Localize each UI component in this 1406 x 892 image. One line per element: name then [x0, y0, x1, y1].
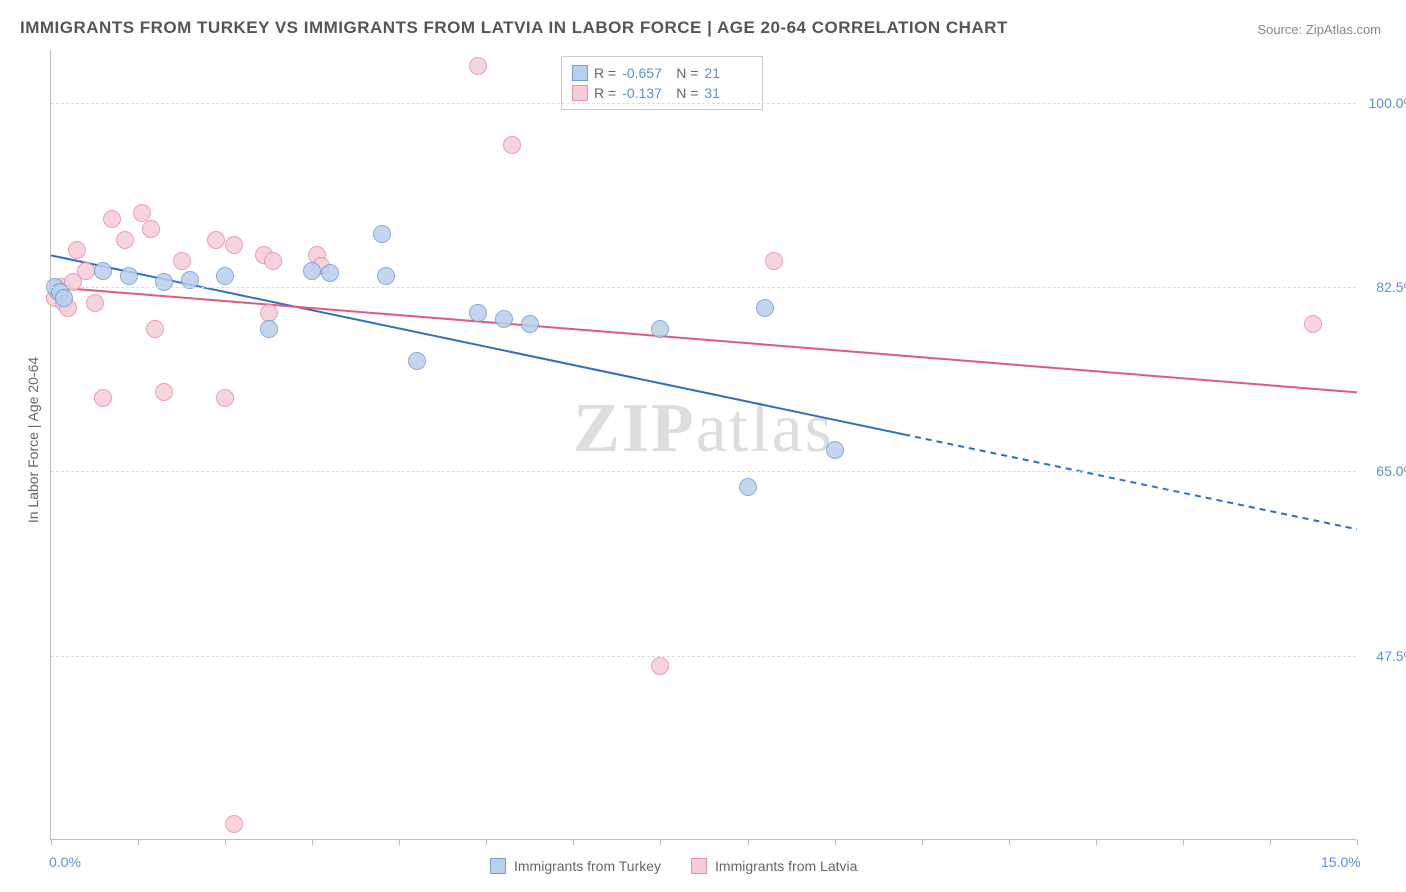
- data-point: [264, 252, 282, 270]
- source-attribution: Source: ZipAtlas.com: [1257, 22, 1381, 37]
- data-point: [94, 389, 112, 407]
- gridline: [51, 103, 1356, 104]
- x-tick: [51, 839, 52, 845]
- data-point: [503, 136, 521, 154]
- plot-area: ZIPatlas R = -0.657 N = 21 R = -0.137 N …: [50, 50, 1356, 840]
- data-point: [155, 273, 173, 291]
- x-tick: [312, 839, 313, 845]
- data-point: [216, 389, 234, 407]
- data-point: [155, 383, 173, 401]
- series-legend: Immigrants from Turkey Immigrants from L…: [490, 858, 857, 874]
- swatch-latvia: [572, 85, 588, 101]
- data-point: [739, 478, 757, 496]
- swatch-latvia-icon: [691, 858, 707, 874]
- data-point: [116, 231, 134, 249]
- data-point: [765, 252, 783, 270]
- x-tick-label: 0.0%: [49, 854, 81, 870]
- n-value-latvia: 31: [704, 85, 752, 101]
- data-point: [469, 304, 487, 322]
- data-point: [1304, 315, 1322, 333]
- legend-label-turkey: Immigrants from Turkey: [514, 858, 661, 874]
- data-point: [142, 220, 160, 238]
- r-value-latvia: -0.137: [622, 85, 670, 101]
- y-tick-label: 65.0%: [1376, 463, 1406, 479]
- data-point: [408, 352, 426, 370]
- x-tick: [486, 839, 487, 845]
- swatch-turkey: [572, 65, 588, 81]
- x-tick: [225, 839, 226, 845]
- data-point: [94, 262, 112, 280]
- chart-container: IMMIGRANTS FROM TURKEY VS IMMIGRANTS FRO…: [0, 0, 1406, 892]
- data-point: [651, 657, 669, 675]
- gridline: [51, 471, 1356, 472]
- legend-item-turkey: Immigrants from Turkey: [490, 858, 661, 874]
- x-tick: [1270, 839, 1271, 845]
- data-point: [146, 320, 164, 338]
- data-point: [216, 267, 234, 285]
- data-point: [86, 294, 104, 312]
- x-tick: [748, 839, 749, 845]
- data-point: [225, 236, 243, 254]
- x-tick: [573, 839, 574, 845]
- y-tick-label: 82.5%: [1376, 279, 1406, 295]
- data-point: [260, 320, 278, 338]
- data-point: [303, 262, 321, 280]
- data-point: [377, 267, 395, 285]
- legend-label-latvia: Immigrants from Latvia: [715, 858, 857, 874]
- data-point: [181, 271, 199, 289]
- data-point: [469, 57, 487, 75]
- x-tick: [1096, 839, 1097, 845]
- legend-row-turkey: R = -0.657 N = 21: [572, 63, 752, 83]
- legend-row-latvia: R = -0.137 N = 31: [572, 83, 752, 103]
- n-value-turkey: 21: [704, 65, 752, 81]
- data-point: [77, 262, 95, 280]
- x-tick: [1183, 839, 1184, 845]
- data-point: [173, 252, 191, 270]
- x-tick: [399, 839, 400, 845]
- chart-title: IMMIGRANTS FROM TURKEY VS IMMIGRANTS FRO…: [20, 18, 1008, 38]
- marker-layer: [51, 50, 1356, 839]
- data-point: [68, 241, 86, 259]
- gridline: [51, 287, 1356, 288]
- data-point: [225, 815, 243, 833]
- x-tick: [922, 839, 923, 845]
- legend-item-latvia: Immigrants from Latvia: [691, 858, 857, 874]
- data-point: [651, 320, 669, 338]
- data-point: [321, 264, 339, 282]
- data-point: [521, 315, 539, 333]
- x-tick: [1357, 839, 1358, 845]
- r-value-turkey: -0.657: [622, 65, 670, 81]
- x-tick: [835, 839, 836, 845]
- data-point: [826, 441, 844, 459]
- data-point: [756, 299, 774, 317]
- swatch-turkey-icon: [490, 858, 506, 874]
- x-tick: [660, 839, 661, 845]
- x-tick-label: 15.0%: [1321, 854, 1361, 870]
- y-tick-label: 47.5%: [1376, 648, 1406, 664]
- data-point: [207, 231, 225, 249]
- x-tick: [138, 839, 139, 845]
- gridline: [51, 656, 1356, 657]
- data-point: [495, 310, 513, 328]
- data-point: [103, 210, 121, 228]
- data-point: [120, 267, 138, 285]
- data-point: [55, 289, 73, 307]
- data-point: [373, 225, 391, 243]
- y-axis-label: In Labor Force | Age 20-64: [25, 357, 41, 523]
- x-tick: [1009, 839, 1010, 845]
- y-tick-label: 100.0%: [1369, 95, 1406, 111]
